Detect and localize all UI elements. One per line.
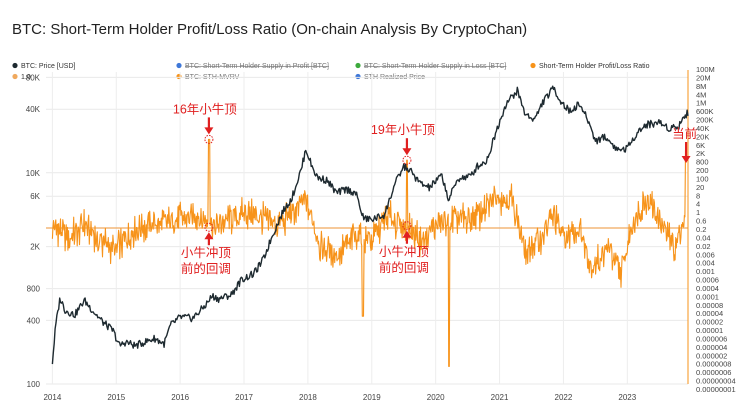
x-tick-label: 2014 [43, 393, 61, 402]
left-tick-label: 100 [27, 380, 41, 389]
annotation-current-label: 当前 [672, 126, 697, 141]
annotation-pullback-label: 小牛冲顶 [379, 244, 430, 259]
legend-marker [355, 62, 361, 69]
right-tick-label: 0.00001 [696, 326, 723, 335]
x-tick-label: 2021 [491, 393, 509, 402]
right-tick-label: 800 [696, 158, 709, 167]
price-series-line [51, 85, 689, 365]
chart-title: BTC: Short-Term Holder Profit/Loss Ratio… [12, 21, 527, 38]
right-tick-label: 20 [696, 183, 704, 192]
right-tick-label: 100M [696, 65, 715, 74]
x-tick-label: 2022 [555, 393, 573, 402]
right-tick-label: 40K [696, 124, 709, 133]
right-tick-label: 20K [696, 132, 709, 141]
legend-marker [176, 62, 182, 69]
annotation-pullback-label: 前的回调 [379, 260, 429, 275]
right-tick-label: 0.001 [696, 267, 715, 276]
legend-marker [530, 62, 536, 69]
right-tick-label: 8M [696, 82, 706, 91]
right-tick-label: 0.0000006 [696, 368, 731, 377]
chart-series [51, 85, 689, 367]
annotation-pullback-label: 前的回调 [181, 261, 231, 276]
annotation-marker [402, 221, 412, 231]
annotation-top-label: 16年小牛顶 [173, 101, 237, 116]
right-tick-label: 0.0006 [696, 276, 719, 285]
left-tick-label: 10K [26, 169, 41, 178]
left-tick-label: 80K [26, 73, 41, 82]
chart-legend: BTC: Price [USD] BTC: Short-Term Holder S… [12, 62, 650, 81]
annotation-marker [204, 134, 214, 144]
right-tick-label: 8 [696, 191, 700, 200]
right-tick-label: 0.00000001 [696, 385, 736, 394]
right-tick-label: 4 [696, 200, 700, 209]
right-tick-label: 0.000002 [696, 351, 727, 360]
legend-label: Short-Term Holder Profit/Loss Ratio [539, 63, 650, 70]
right-tick-label: 0.004 [696, 259, 715, 268]
right-tick-label: 0.6 [696, 217, 706, 226]
annotation-top-label: 19年小牛顶 [371, 122, 435, 137]
annotation-arrowhead [204, 232, 214, 240]
annotation-marker [204, 222, 214, 232]
annotation-pullback-label: 小牛冲顶 [181, 245, 232, 260]
left-tick-label: 800 [27, 285, 41, 294]
legend-marker [355, 73, 361, 80]
right-tick-label: 0.04 [696, 233, 711, 242]
right-tick-label: 6K [696, 141, 705, 150]
x-tick-label: 2020 [427, 393, 445, 402]
right-tick-label: 0.02 [696, 242, 711, 251]
right-tick-label: 600K [696, 107, 714, 116]
right-tick-label: 0.00008 [696, 301, 723, 310]
right-tick-label: 0.0000008 [696, 360, 731, 369]
legend-label: BTC: Short-Term Holder Supply in Profit … [185, 63, 329, 70]
annotation-arrowhead [402, 148, 412, 156]
legend-marker [12, 62, 18, 69]
legend-marker [176, 73, 182, 80]
annotation-arrowhead [681, 156, 691, 163]
ratio-series-line [51, 138, 687, 367]
right-tick-label: 0.000006 [696, 334, 727, 343]
legend-label: 1.0 [21, 74, 31, 81]
x-tick-label: 2019 [363, 393, 381, 402]
x-tick-label: 2016 [171, 393, 189, 402]
x-tick-label: 2018 [299, 393, 317, 402]
right-tick-label: 2K [696, 149, 705, 158]
right-tick-label: 1M [696, 99, 706, 108]
left-tick-label: 400 [27, 316, 41, 325]
legend-label: BTC: Short-Term Holder Supply in Loss [B… [364, 63, 506, 70]
right-tick-label: 0.0004 [696, 284, 719, 293]
right-tick-label: 4M [696, 90, 706, 99]
right-tick-label: 20M [696, 73, 711, 82]
right-tick-label: 0.2 [696, 225, 706, 234]
right-tick-label: 0.006 [696, 250, 715, 259]
left-tick-label: 2K [30, 243, 40, 252]
right-tick-label: 0.00004 [696, 309, 723, 318]
x-tick-label: 2015 [107, 393, 125, 402]
annotation-marker [402, 155, 412, 165]
legend-label: BTC: Price [USD] [21, 63, 76, 70]
annotation-arrowhead [204, 127, 214, 135]
left-tick-label: 6K [30, 192, 40, 201]
annotation-arrowhead [402, 230, 412, 238]
right-tick-label: 200 [696, 166, 709, 175]
legend-marker [12, 73, 18, 80]
right-tick-label: 0.0001 [696, 292, 719, 301]
left-tick-label: 40K [26, 105, 41, 114]
x-tick-label: 2017 [235, 393, 253, 402]
right-tick-label: 0.000004 [696, 343, 727, 352]
right-tick-label: 0.00000004 [696, 377, 736, 386]
right-tick-label: 100 [696, 174, 709, 183]
right-tick-label: 0.00002 [696, 318, 723, 327]
right-tick-label: 1 [696, 208, 700, 217]
right-tick-label: 200K [696, 116, 714, 125]
x-tick-label: 2023 [618, 393, 636, 402]
